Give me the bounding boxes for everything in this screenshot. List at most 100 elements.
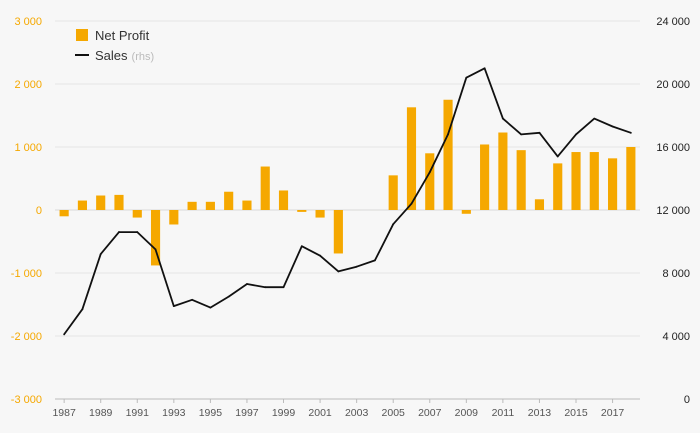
sales-point <box>611 125 614 128</box>
x-axis-tick-label: 2005 <box>382 407 406 419</box>
net-profit-bar <box>278 190 289 210</box>
legend-net-profit-swatch <box>76 29 88 41</box>
sales-point <box>118 231 120 233</box>
sales-point <box>556 155 559 158</box>
sales-point <box>374 259 376 262</box>
net-profit-bar <box>534 199 545 210</box>
net-profit-bar <box>498 132 508 210</box>
sales-line <box>63 67 632 335</box>
net-profit-bar <box>297 210 307 212</box>
sales-point <box>337 270 340 273</box>
x-axis-tick-label: 2001 <box>308 407 332 419</box>
left-axis-tick-label: 1 000 <box>14 142 42 154</box>
net-profit-bar <box>114 194 124 210</box>
net-profit-bar <box>150 210 161 266</box>
x-axis-tick-label: 2003 <box>345 407 369 419</box>
net-profit-bar <box>406 107 417 210</box>
right-axis-tick-label: 0 <box>684 394 690 406</box>
net-profit-bar <box>224 191 234 210</box>
sales-point <box>63 333 66 336</box>
sales-point <box>410 202 413 205</box>
net-profit-bar <box>333 210 343 254</box>
x-axis-tick-label: 1999 <box>272 407 296 419</box>
legend-net-profit-label: Net Profit <box>95 28 150 43</box>
sales-point <box>154 248 157 251</box>
sales-point <box>209 306 212 309</box>
net-profit-bar <box>59 210 69 217</box>
sales-point <box>355 265 358 268</box>
sales-point <box>501 117 504 120</box>
sales-point <box>538 131 541 134</box>
sales-point <box>81 308 84 311</box>
x-axis-tick-label: 1993 <box>162 407 186 419</box>
sales-point <box>520 133 523 136</box>
net-profit-bar <box>132 210 142 218</box>
right-axis-tick-label: 8 000 <box>662 268 690 280</box>
sales-point <box>172 305 175 307</box>
sales-point <box>593 117 596 120</box>
x-axis-tick-label: 1995 <box>199 407 223 419</box>
net-profit-bar <box>443 99 453 210</box>
net-profit-bar <box>608 158 618 210</box>
left-axis-tick-label: -3 000 <box>11 394 42 406</box>
x-axis-tick-label: 2009 <box>455 407 479 419</box>
sales-point <box>246 283 248 285</box>
net-profit-bar <box>77 200 87 210</box>
net-profit-bar <box>589 152 599 210</box>
legend-sales-name: Sales <box>95 48 128 63</box>
sales-point <box>575 133 577 136</box>
left-axis-tick-label: 2 000 <box>14 79 42 91</box>
sales-point <box>428 171 431 174</box>
sales-point <box>136 231 139 233</box>
legend-sales-label: Sales (rhs) <box>95 48 154 63</box>
net-profit-bars <box>59 99 636 266</box>
gridlines <box>55 20 640 400</box>
left-axis-tick-label: -1 000 <box>11 268 42 280</box>
sales-point <box>99 253 102 256</box>
sales-point <box>447 133 449 136</box>
net-profit-bar <box>461 210 471 214</box>
sales-point <box>465 76 468 79</box>
sales-point <box>227 295 230 298</box>
sales-point <box>282 286 285 289</box>
x-axis-tick-label: 1991 <box>126 407 150 419</box>
x-axis-tick-label: 2007 <box>418 407 442 419</box>
x-axis-tick-label: 2015 <box>564 407 588 419</box>
net-profit-bar <box>205 201 215 210</box>
right-axis-tick-label: 24 000 <box>656 16 690 28</box>
x-axis-tick-label: 1989 <box>89 407 113 419</box>
sales-point <box>319 254 321 257</box>
net-profit-bar <box>242 200 252 210</box>
net-profit-bar <box>96 195 106 210</box>
legend: Net Profit Sales (rhs) <box>75 28 154 63</box>
net-profit-bar <box>388 175 398 210</box>
right-axis-tick-label: 20 000 <box>656 79 690 91</box>
x-axis-tick-label: 2013 <box>528 407 552 419</box>
left-axis-tick-label: -2 000 <box>11 331 42 343</box>
sales-point <box>300 245 303 248</box>
net-profit-bar <box>626 147 636 210</box>
net-profit-bar <box>187 201 197 210</box>
left-axis-tick-label: 0 <box>36 205 42 217</box>
sales-point <box>392 223 395 226</box>
x-axis-tick-label: 1987 <box>52 407 76 419</box>
right-axis-tick-label: 4 000 <box>662 331 690 343</box>
x-axis-tick-label: 1997 <box>235 407 259 419</box>
net-profit-bar <box>571 152 581 210</box>
sales-line-layer <box>63 67 632 336</box>
net-profit-bar <box>553 163 563 210</box>
x-axis-tick-label: 2011 <box>492 407 515 419</box>
net-profit-bar <box>169 210 179 225</box>
net-profit-bar <box>315 210 325 218</box>
legend-sales-rhs-note: (rhs) <box>132 51 155 63</box>
sales-point <box>629 131 632 134</box>
sales-point <box>191 298 194 301</box>
right-axis-tick-label: 12 000 <box>656 205 690 217</box>
x-axis-tick-label: 2017 <box>601 407 625 419</box>
left-axis-tick-label: 3 000 <box>14 16 42 28</box>
sales-point <box>483 67 486 70</box>
sales-point <box>264 286 267 289</box>
right-axis-tick-label: 16 000 <box>656 142 690 154</box>
axes: -3 000 -2 000 -1 000 0 1 000 2 000 3 000 0 4 000… <box>11 16 690 419</box>
